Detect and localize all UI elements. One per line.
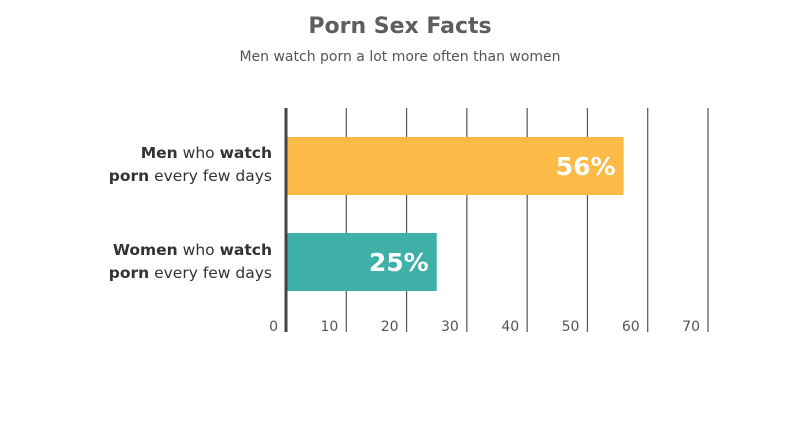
x-tick-label-0: 0 (269, 319, 278, 335)
label-men-every-few-days: every few days (149, 167, 272, 185)
value-label-men: 56% (556, 152, 616, 181)
bar-women (286, 233, 437, 291)
label-women-watch: watch (219, 241, 272, 259)
x-tick-label-10: 10 (320, 319, 338, 335)
category-label-women: Women who watch porn every few days (109, 239, 272, 285)
label-women-who: who (177, 241, 220, 259)
x-tick-label-30: 30 (441, 319, 459, 335)
label-women-every-few-days: every few days (149, 264, 272, 282)
x-tick-label-60: 60 (622, 319, 640, 335)
chart-subtitle: Men watch porn a lot more often than wom… (239, 49, 561, 65)
chart-title: Porn Sex Facts (308, 14, 492, 39)
label-women-bold: Women (112, 241, 178, 259)
label-women-porn: porn (108, 264, 150, 282)
label-men-bold: Men (140, 144, 178, 162)
x-tick-label-50: 50 (562, 319, 580, 335)
x-tick-label-40: 40 (501, 319, 519, 335)
category-label-men: Men who watch porn every few days (109, 142, 272, 188)
x-tick-label-20: 20 (381, 319, 399, 335)
value-label-women: 25% (369, 248, 429, 277)
label-men-who: who (177, 144, 220, 162)
label-men-watch: watch (219, 144, 272, 162)
label-men-porn: porn (108, 167, 150, 185)
x-tick-label-70: 70 (682, 319, 700, 335)
bar-men (286, 137, 624, 195)
